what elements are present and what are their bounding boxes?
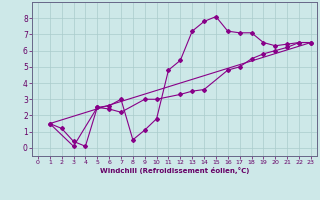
X-axis label: Windchill (Refroidissement éolien,°C): Windchill (Refroidissement éolien,°C) (100, 167, 249, 174)
